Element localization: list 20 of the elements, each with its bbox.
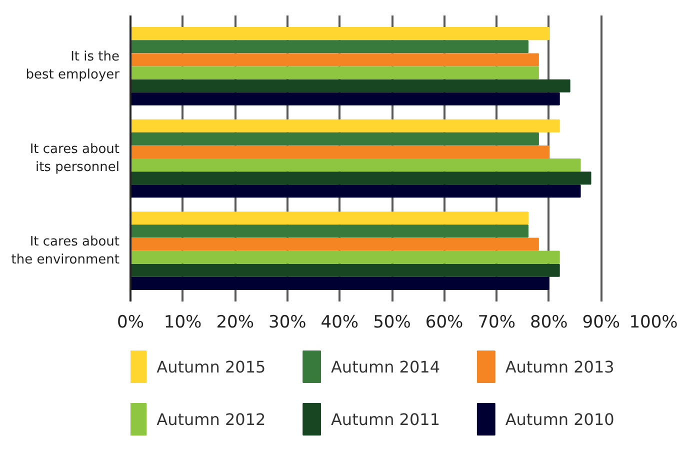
legend-label: Autumn 2015 — [156, 357, 266, 376]
legend-label: Autumn 2011 — [330, 410, 440, 429]
x-tick-label: 40% — [320, 312, 359, 332]
legend-label: Autumn 2010 — [505, 410, 614, 429]
legend-label: Autumn 2014 — [330, 357, 440, 376]
y-tick-label: It cares about its personnel — [30, 142, 120, 175]
legend-label: Autumn 2012 — [156, 410, 266, 429]
x-tick-label: 20% — [216, 312, 254, 332]
x-tick-label: 80% — [530, 312, 568, 332]
x-tick-label: 60% — [425, 312, 464, 332]
legend-label: Autumn 2013 — [505, 357, 614, 376]
x-tick-label: 50% — [373, 312, 411, 332]
y-tick-label: It cares about the environment — [11, 234, 120, 268]
x-tick-label: 70% — [478, 312, 516, 332]
x-tick-label: 0% — [117, 312, 144, 332]
x-tick-label: 30% — [268, 312, 306, 332]
x-tick-label: 10% — [164, 312, 202, 332]
y-tick-label: It is the best employer — [26, 50, 120, 83]
x-tick-label: 90% — [582, 312, 620, 332]
x-tick-label: 100% — [629, 312, 678, 332]
